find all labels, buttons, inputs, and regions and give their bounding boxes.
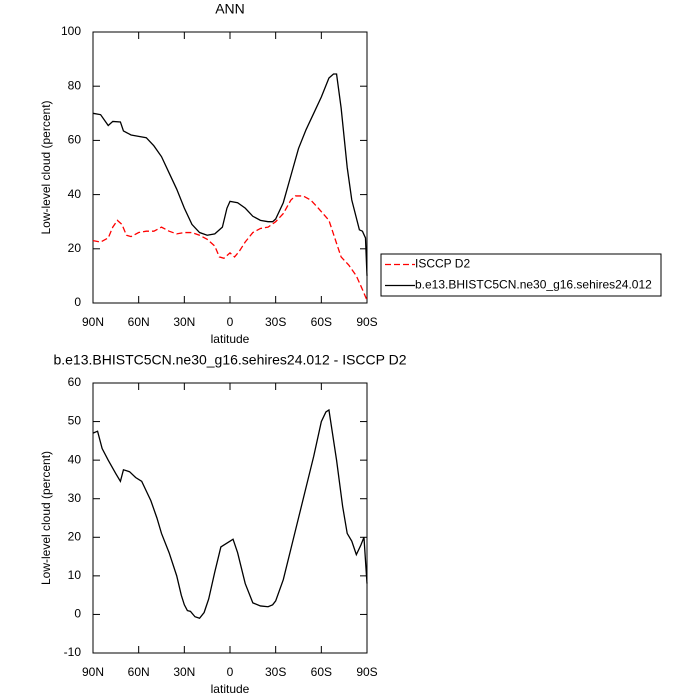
y-axis-label: Low-level cloud (percent) xyxy=(39,100,53,234)
y-tick-label: 50 xyxy=(68,414,82,428)
plot-frame xyxy=(92,382,368,654)
x-tick-label: 60S xyxy=(311,315,332,329)
x-tick-label: 0 xyxy=(227,665,234,679)
y-tick-label: 60 xyxy=(68,133,82,147)
data-line xyxy=(92,408,368,620)
data-line xyxy=(92,73,368,276)
x-tick-label: 30S xyxy=(265,665,286,679)
legend-box xyxy=(380,253,662,297)
y-tick-label: -10 xyxy=(64,645,82,659)
y-tick-label: 10 xyxy=(68,568,82,582)
y-tick-label: 30 xyxy=(68,491,82,505)
y-tick-label: 40 xyxy=(68,452,82,466)
x-axis-label: latitude xyxy=(211,682,250,696)
x-tick-label: 60N xyxy=(128,665,150,679)
y-tick-label: 0 xyxy=(74,295,81,309)
y-tick-label: 80 xyxy=(68,78,82,92)
x-tick-label: 30S xyxy=(265,315,286,329)
x-tick-label: 30N xyxy=(173,665,195,679)
chart-title: b.e13.BHISTC5CN.ne30_g16.sehires24.012 -… xyxy=(53,352,406,368)
legend-label: b.e13.BHISTC5CN.ne30_g16.sehires24.012 xyxy=(415,278,652,292)
x-tick-label: 90N xyxy=(82,665,104,679)
chart-title: ANN xyxy=(215,1,245,17)
data-line xyxy=(92,195,368,301)
y-tick-label: 0 xyxy=(74,607,81,621)
y-tick-label: 20 xyxy=(68,241,82,255)
plot-frame xyxy=(92,31,368,304)
x-tick-label: 90S xyxy=(356,315,377,329)
x-axis-label: latitude xyxy=(211,332,250,346)
y-axis-label: Low-level cloud (percent) xyxy=(39,451,53,585)
legend-label: ISCCP D2 xyxy=(415,257,470,271)
x-tick-label: 90S xyxy=(356,665,377,679)
y-tick-label: 40 xyxy=(68,187,82,201)
y-tick-label: 60 xyxy=(68,375,82,389)
x-tick-label: 60S xyxy=(311,665,332,679)
y-tick-label: 100 xyxy=(61,24,81,38)
x-tick-label: 60N xyxy=(128,315,150,329)
x-tick-label: 90N xyxy=(82,315,104,329)
y-tick-label: 20 xyxy=(68,529,82,543)
x-tick-label: 0 xyxy=(227,315,234,329)
x-tick-label: 30N xyxy=(173,315,195,329)
